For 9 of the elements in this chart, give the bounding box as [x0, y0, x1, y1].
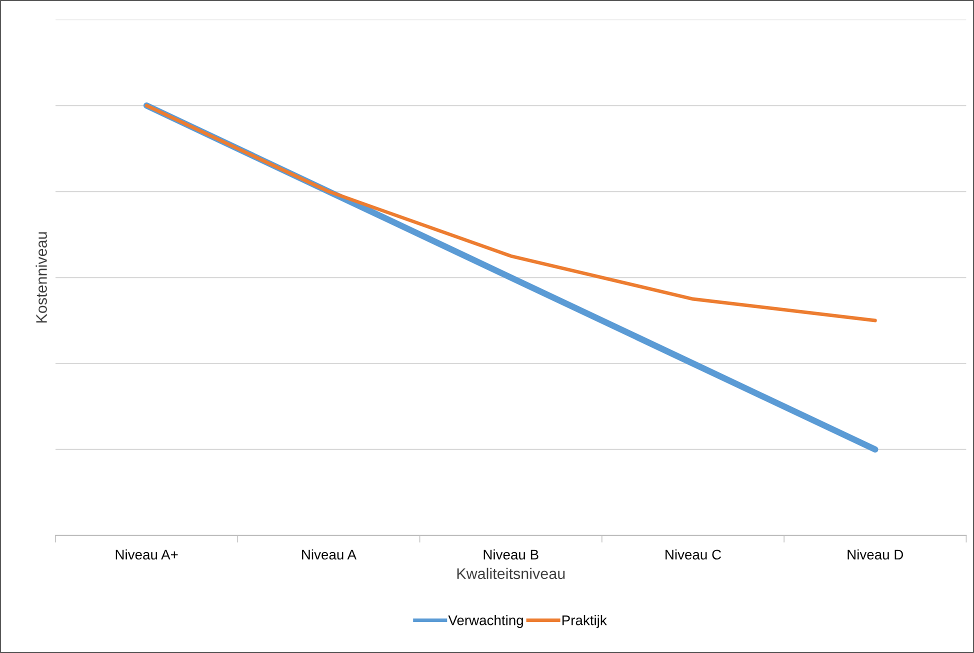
- x-tick-label: Niveau D: [848, 549, 904, 560]
- y-axis-title: Kostenniveau: [36, 232, 47, 323]
- x-tick-label: Niveau A: [302, 549, 356, 560]
- legend-label: Verwachting: [448, 615, 523, 628]
- x-axis-title: Kwaliteitsniveau: [457, 568, 565, 580]
- x-tick-label: Niveau A+: [116, 549, 178, 560]
- legend-label: Praktijk: [562, 615, 607, 628]
- x-tick-label: Niveau C: [666, 549, 722, 560]
- x-tick-label: Niveau B: [484, 549, 538, 560]
